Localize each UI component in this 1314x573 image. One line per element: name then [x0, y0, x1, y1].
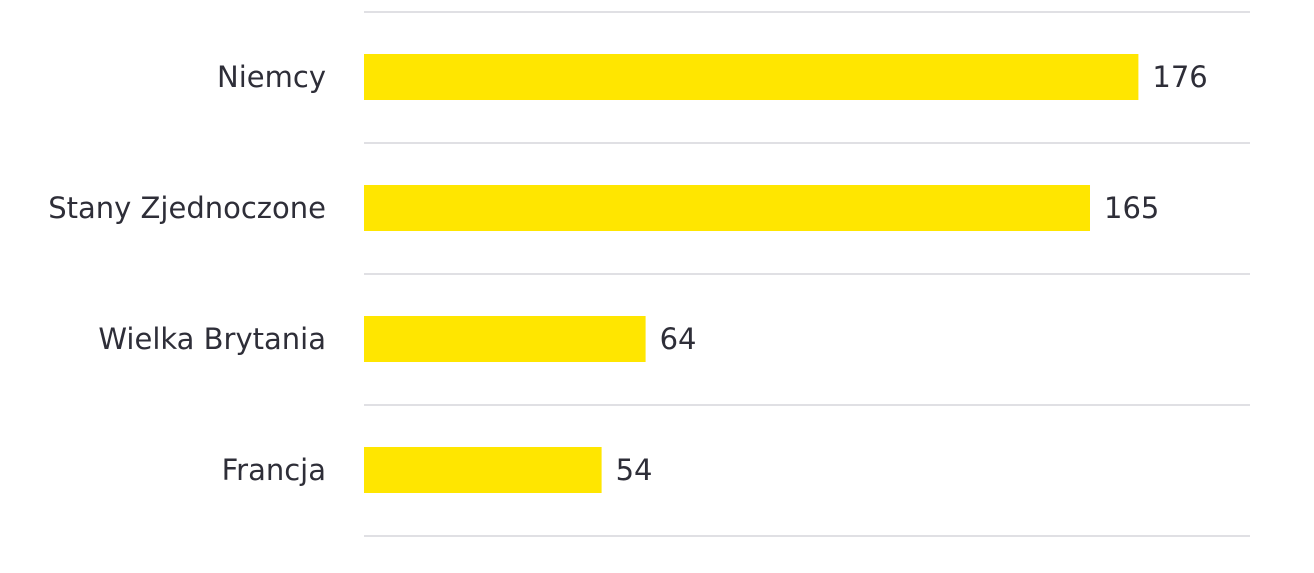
bar: [364, 447, 602, 493]
value-label: 176: [1152, 60, 1207, 94]
category-label: Wielka Brytania: [98, 322, 326, 356]
bar: [364, 54, 1139, 100]
value-label: 54: [616, 453, 653, 487]
category-label: Francja: [222, 453, 326, 487]
bar: [364, 316, 646, 362]
bar: [364, 185, 1090, 231]
value-label: 64: [660, 322, 697, 356]
value-label: 165: [1104, 191, 1159, 225]
category-label: Niemcy: [217, 60, 326, 94]
category-label: Stany Zjednoczone: [48, 191, 326, 225]
